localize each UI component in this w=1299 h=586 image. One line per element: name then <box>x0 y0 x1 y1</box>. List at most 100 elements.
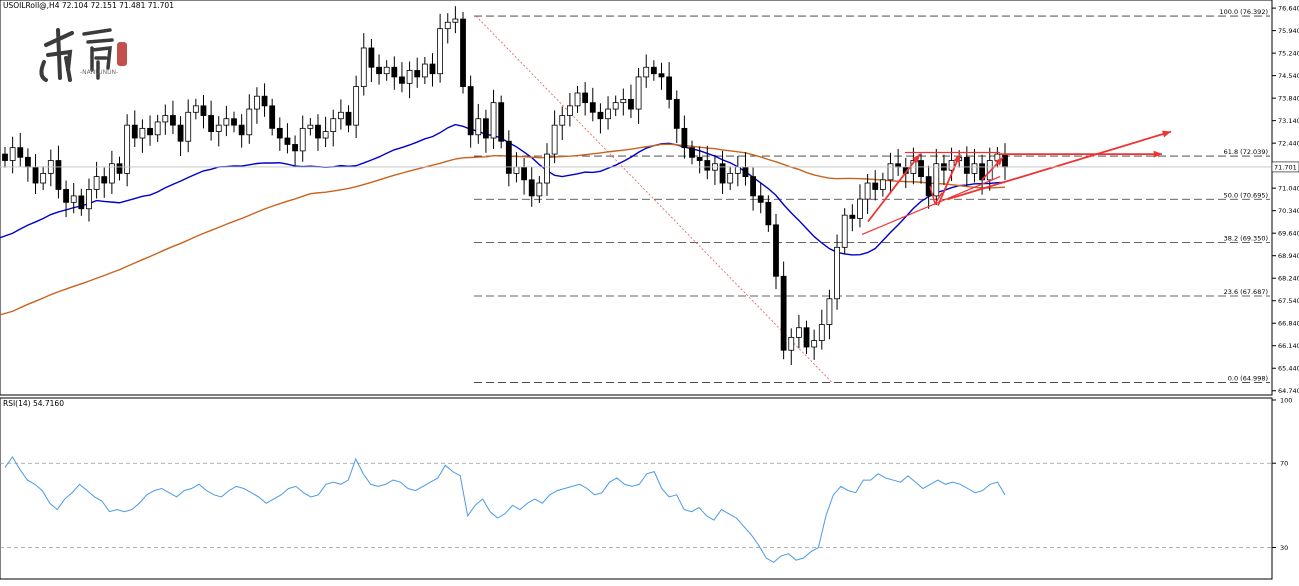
candle-body-131 <box>1002 153 1008 168</box>
watermark-logo: -NANLUNUN- <box>39 28 127 82</box>
rsi-panel <box>0 397 1273 580</box>
candle-body-62 <box>475 118 482 136</box>
rsi-series <box>0 455 1272 563</box>
candle-body-98 <box>750 176 756 197</box>
candle-body-114 <box>872 182 879 190</box>
candle-body-10 <box>78 195 85 210</box>
price-tick-label-14: 66.840 <box>1278 320 1299 328</box>
candle-body-46 <box>353 86 360 126</box>
wave-arrow-3-head <box>994 157 1003 166</box>
candle-body-99 <box>757 195 764 203</box>
candle-body-117 <box>895 163 902 168</box>
rsi-tick-label-2: 30 <box>1280 544 1288 552</box>
symbol-info: USOILRoll@,H4 72.104 72.151 71.481 71.70… <box>3 1 174 10</box>
candle-body-29 <box>223 118 230 126</box>
candle-body-122 <box>933 163 940 197</box>
fib-label-1: 61.8 (72.039) <box>1224 148 1268 156</box>
candle-body-41 <box>315 124 321 139</box>
candle-body-100 <box>765 201 772 226</box>
candle-body-31 <box>238 124 245 136</box>
candle-body-103 <box>788 336 795 351</box>
moving-average-1 <box>0 143 1006 316</box>
candle-body-120 <box>918 160 924 177</box>
candle-body-116 <box>887 163 894 181</box>
candle-body-21 <box>162 115 169 123</box>
candle-body-33 <box>254 95 260 110</box>
candle-body-71 <box>544 153 550 184</box>
price-tick-label-2: 75.240 <box>1278 50 1299 58</box>
candle-body-53 <box>406 70 413 84</box>
candle-body-58 <box>444 21 451 30</box>
candle-body-90 <box>689 147 695 158</box>
candle-body-109 <box>834 246 840 300</box>
candle-body-5 <box>40 172 47 184</box>
price-tick-label-15: 66.140 <box>1278 342 1299 350</box>
wave-arrow-1-head <box>912 154 920 163</box>
candle-body-51 <box>391 66 398 78</box>
candle-body-39 <box>299 127 306 152</box>
price-tick-label-0: 76.640 <box>1278 5 1299 13</box>
candle-body-61 <box>467 86 474 136</box>
candle-body-64 <box>490 102 497 139</box>
candle-body-121 <box>925 176 932 197</box>
candle-body-48 <box>368 47 375 68</box>
candle-body-67 <box>513 166 520 174</box>
candle-body-102 <box>780 275 787 351</box>
target-arrow-rising-line <box>947 130 1172 200</box>
candle-body-84 <box>643 66 650 78</box>
candle-body-4 <box>32 166 39 184</box>
pivot-marker <box>929 186 943 206</box>
price-tick-label-11: 68.940 <box>1278 252 1299 260</box>
candle-body-91 <box>696 156 703 161</box>
candle-body-111 <box>849 214 856 219</box>
candle-body-65 <box>498 102 505 142</box>
candle-body-81 <box>620 99 627 104</box>
candle-body-115 <box>879 179 886 190</box>
watermark-text: -NANLUNUN- <box>80 69 118 76</box>
candle-body-17 <box>131 124 138 139</box>
price-tick-label-10: 69.640 <box>1278 230 1299 238</box>
candle-body-49 <box>376 66 382 75</box>
candle-body-63 <box>483 118 489 139</box>
candle-body-110 <box>841 214 848 248</box>
candle-body-37 <box>284 137 291 145</box>
candle-body-47 <box>360 47 367 87</box>
candle-body-66 <box>505 140 512 174</box>
candle-body-86 <box>658 73 665 78</box>
candle-body-95 <box>727 172 734 184</box>
candle-body-23 <box>177 124 184 142</box>
candle-body-101 <box>773 224 779 277</box>
fib-label-0: 100.0 (76.392) <box>1220 8 1269 16</box>
candle-body-25 <box>192 105 199 113</box>
target-arrow-horizontal-head <box>1153 150 1162 158</box>
last-price-label: 71.701 <box>1274 163 1297 171</box>
candle-body-108 <box>826 298 833 325</box>
price-tick-label-6: 72.440 <box>1278 140 1299 148</box>
candle-body-80 <box>612 102 619 110</box>
candle-body-127 <box>971 163 978 174</box>
candle-body-26 <box>200 105 207 116</box>
price-tick-label-4: 73.840 <box>1278 95 1299 103</box>
candle-body-16 <box>124 124 131 174</box>
candle-body-126 <box>963 156 970 174</box>
candle-body-87 <box>666 76 673 100</box>
candles <box>2 6 1008 366</box>
candle-body-2 <box>17 147 24 158</box>
price-tick-label-5: 73.140 <box>1278 117 1299 125</box>
wave-arrow-2-head <box>953 154 960 164</box>
trendlines <box>861 130 1172 236</box>
candle-body-74 <box>566 105 573 116</box>
candle-body-15 <box>116 163 123 174</box>
fib-label-2: 50.0 (70.695) <box>1224 191 1268 199</box>
candle-body-11 <box>86 189 92 210</box>
candle-body-57 <box>437 28 444 75</box>
candle-body-8 <box>63 189 69 203</box>
rsi-label: RSI(14) 54.7160 <box>3 399 64 408</box>
price-panel <box>0 0 1273 396</box>
candle-body-104 <box>795 327 802 338</box>
candle-body-106 <box>811 340 818 348</box>
candle-body-9 <box>70 195 77 203</box>
price-tick-label-12: 68.240 <box>1278 275 1299 283</box>
candle-body-72 <box>551 124 558 155</box>
